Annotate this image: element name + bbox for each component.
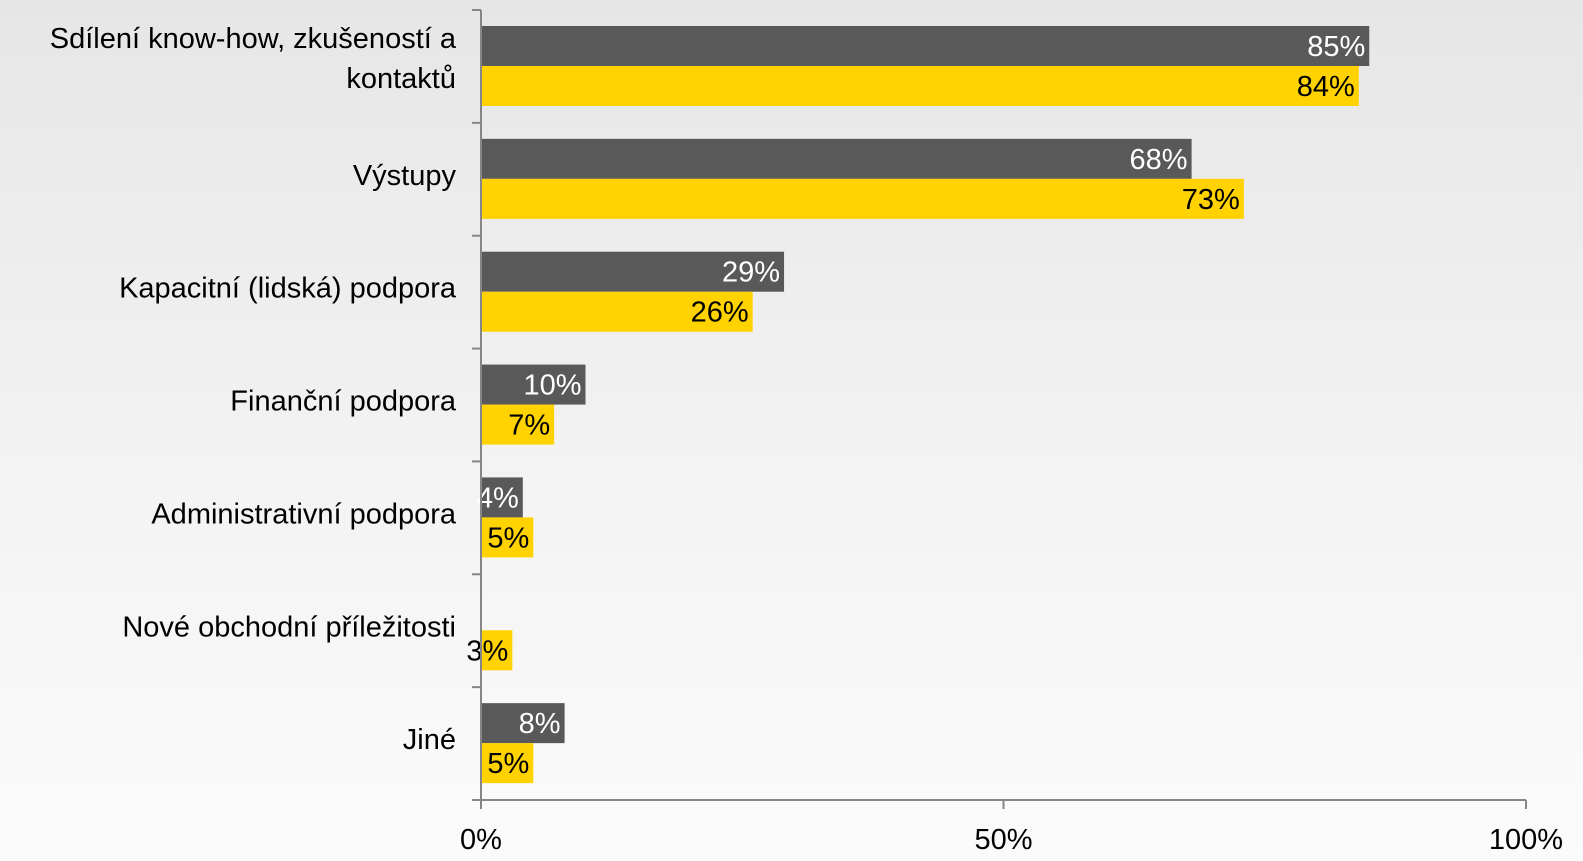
bar-label-s1-c5: 4% bbox=[477, 482, 519, 514]
category-label-6: Nové obchodní příležitosti bbox=[122, 611, 456, 643]
category-label-7: Jiné bbox=[403, 724, 456, 756]
bar-label-s1-c3: 29% bbox=[722, 257, 780, 289]
bar-s2-c3 bbox=[481, 291, 753, 332]
bar-s1-c2 bbox=[481, 138, 1192, 179]
bar-label-s2-c7: 5% bbox=[487, 748, 529, 780]
bar-s2-c4 bbox=[481, 404, 555, 445]
category-label-4: Finanční podpora bbox=[230, 386, 457, 418]
category-labels-layer: Sdílení know-how, zkušeností a kontaktů Vý… bbox=[50, 23, 457, 756]
axes-layer: 0% 50% 100% bbox=[460, 9, 1563, 856]
category-label-2: Výstupy bbox=[353, 160, 457, 192]
bar-label-s1-c1: 85% bbox=[1307, 31, 1365, 63]
bar-label-s2-c6: 3% bbox=[466, 635, 508, 667]
category-label-5: Administrativní podpora bbox=[151, 498, 457, 530]
bar-label-s2-c3: 26% bbox=[691, 297, 749, 329]
bar-s1-c7 bbox=[481, 703, 565, 744]
bar-s2-c5 bbox=[481, 517, 534, 558]
bar-label-s2-c4: 7% bbox=[508, 410, 550, 442]
x-tick-label-1: 0% bbox=[460, 824, 502, 856]
bar-label-s1-c2: 68% bbox=[1130, 144, 1188, 176]
x-tick-label-3: 100% bbox=[1489, 824, 1563, 856]
bar-s2-c6 bbox=[481, 630, 513, 671]
bar-label-s2-c2: 73% bbox=[1182, 184, 1240, 216]
x-tick-label-2: 50% bbox=[974, 824, 1032, 856]
bar-s1-c1 bbox=[481, 26, 1370, 66]
bar-s1-c4 bbox=[481, 364, 586, 405]
bar-s2-c2 bbox=[481, 178, 1244, 219]
category-label-1-line1: Sdílení know-how, zkušeností a bbox=[50, 23, 457, 55]
bar-label-s1-c4: 10% bbox=[523, 370, 581, 402]
bar-s2-c1 bbox=[481, 66, 1359, 106]
bar-label-s2-c5: 5% bbox=[487, 522, 529, 554]
bars-layer bbox=[481, 26, 1370, 784]
bar-s2-c7 bbox=[481, 743, 534, 784]
bar-labels-layer: 85% 84% 68% 73% 29% 26% 10% 7% 4% 5% 3% 8% 5% bbox=[466, 31, 1365, 780]
bar-label-s2-c1: 84% bbox=[1297, 71, 1355, 103]
category-label-1-line2: kontaktů bbox=[346, 63, 456, 95]
bar-s1-c5 bbox=[481, 477, 523, 518]
category-label-3: Kapacitní (lidská) podpora bbox=[119, 273, 457, 305]
bar-label-s1-c7: 8% bbox=[519, 708, 561, 740]
bar-s1-c3 bbox=[481, 251, 785, 292]
